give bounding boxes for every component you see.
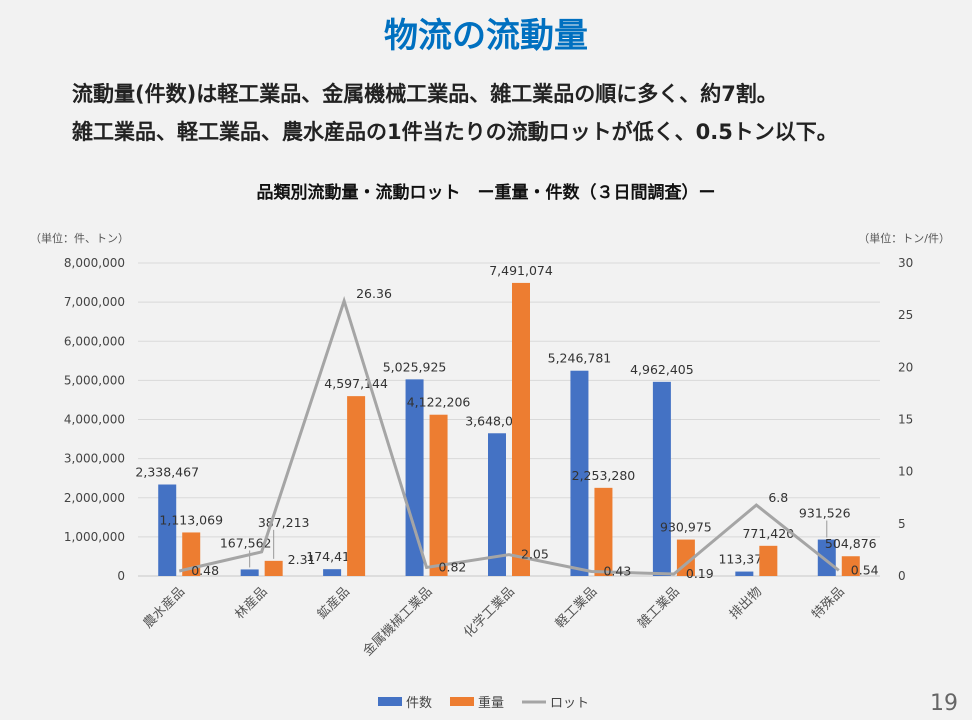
category-label: 金属機械工業品: [360, 584, 436, 660]
bar-件数: [488, 433, 506, 576]
legend-label: ロット: [550, 696, 589, 711]
category-label: 雑工業品: [635, 584, 683, 632]
left-tick-label: 0: [117, 569, 125, 583]
bar-件数: [652, 381, 671, 576]
page-number: 19: [930, 691, 958, 716]
right-tick-label: 10: [898, 465, 913, 479]
bar-重量: [347, 396, 366, 576]
bar-data-label: 4,962,405: [630, 362, 694, 377]
line-data-label: 0.19: [686, 566, 714, 581]
left-tick-label: 5,000,000: [64, 373, 125, 387]
bar-重量: [594, 487, 613, 576]
left-tick-label: 2,000,000: [64, 491, 125, 505]
category-label: 化学工業品: [461, 584, 518, 641]
right-tick-label: 0: [898, 569, 906, 583]
bar-data-label: 2,253,280: [572, 468, 636, 483]
line-data-label: 0.82: [439, 559, 467, 574]
bar-data-label: 5,025,925: [383, 359, 447, 374]
left-tick-label: 3,000,000: [64, 452, 125, 466]
bar-件数: [405, 379, 424, 576]
line-data-label: 6.8: [768, 490, 788, 505]
right-tick-label: 5: [898, 517, 906, 531]
line-data-label: 26.36: [356, 286, 392, 301]
bar-data-label: 2,338,467: [135, 465, 199, 480]
bar-件数: [817, 539, 836, 576]
slide-title: 物流の流動量: [384, 16, 588, 56]
legend-swatch-件数: [378, 697, 402, 706]
bar-data-label: 931,526: [799, 506, 851, 521]
category-label: 林産品: [232, 584, 271, 623]
line-data-label: 0.48: [191, 563, 219, 578]
category-label: 排出物: [727, 584, 765, 622]
bar-data-label: 174,418: [306, 549, 358, 564]
bar-data-label: 4,597,144: [324, 376, 388, 391]
bar-data-label: 387,213: [258, 515, 310, 530]
line-data-label: 2.05: [521, 547, 549, 562]
left-tick-label: 6,000,000: [64, 334, 125, 348]
line-data-label: 0.54: [851, 562, 879, 577]
bar-件数: [158, 484, 177, 576]
category-label: 軽工業品: [552, 584, 600, 632]
subtitle-line-2: 雑工業品、軽工業品、農水産品の1件当たりの流動ロットが低く、0.5トン以下。: [72, 120, 838, 144]
bar-data-label: 5,246,781: [548, 351, 612, 366]
bar-data-label: 7,491,074: [489, 263, 553, 278]
bar-重量: [759, 545, 778, 576]
bar-data-label: 167,562: [220, 535, 272, 550]
category-label: 鉱産品: [314, 584, 353, 623]
bar-data-label: 930,975: [660, 520, 712, 535]
bar-重量: [429, 414, 448, 576]
left-tick-label: 1,000,000: [64, 530, 125, 544]
category-label: 農水産品: [140, 584, 188, 632]
bar-data-label: 504,876: [825, 536, 877, 551]
bar-data-label: 4,122,206: [407, 395, 471, 410]
bar-重量: [264, 560, 283, 576]
legend-swatch-重量: [450, 697, 474, 706]
bar-data-label: 771,420: [742, 526, 794, 541]
line-data-label: 0.43: [603, 564, 631, 579]
right-axis-unit: （単位：トン/件）: [858, 232, 950, 245]
left-tick-label: 7,000,000: [64, 295, 125, 309]
bar-件数: [735, 571, 754, 576]
bar-件数: [240, 569, 259, 576]
legend-label: 件数: [406, 696, 432, 711]
right-tick-label: 25: [898, 308, 913, 322]
line-ロット: [178, 296, 840, 576]
bar-件数: [570, 370, 589, 576]
line-data-label: 2.31: [288, 552, 316, 567]
category-label: 特殊品: [809, 584, 847, 622]
subtitle-line-1: 流動量(件数)は軽工業品、金属機械工業品、雑工業品の順に多く、約7割。: [72, 82, 778, 106]
left-tick-label: 4,000,000: [64, 413, 125, 427]
bar-data-label: 1,113,069: [159, 512, 223, 527]
bar-重量: [182, 532, 201, 576]
bar-重量: [512, 282, 530, 576]
bar-重量: [841, 556, 860, 576]
legend-label: 重量: [478, 695, 504, 711]
right-tick-label: 15: [898, 413, 913, 427]
right-tick-label: 30: [898, 256, 913, 270]
chart-title: 品類別流動量・流動ロット ー重量・件数（３日間調査）ー: [256, 183, 716, 203]
left-axis-unit: （単位：件、トン）: [30, 232, 129, 245]
right-tick-label: 20: [898, 360, 913, 374]
bar-件数: [323, 569, 342, 576]
bar-data-label: 113,377: [718, 552, 770, 567]
left-tick-label: 8,000,000: [64, 256, 125, 270]
